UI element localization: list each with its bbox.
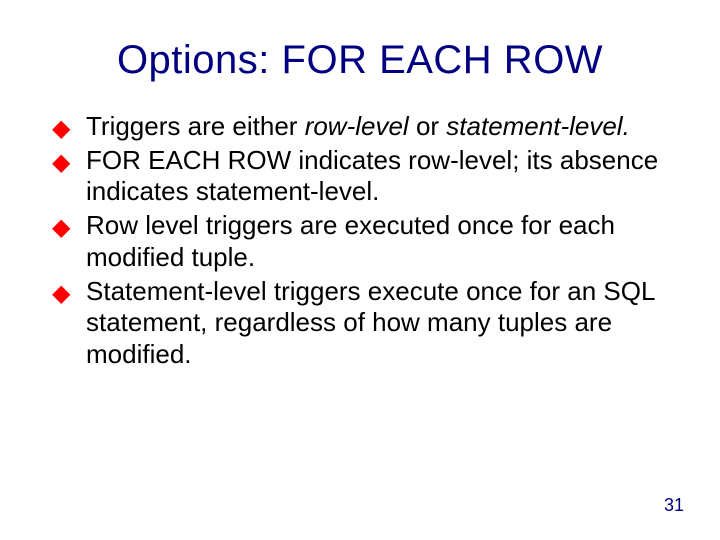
slide-title: Options: FOR EACH ROW	[52, 38, 668, 83]
bullet-item: Statement-level triggers execute once fo…	[52, 276, 668, 371]
page-number: 31	[664, 495, 684, 516]
body-text: FOR EACH ROW indicates row-level; its ab…	[86, 145, 658, 207]
bullet-list: Triggers are either row-level or stateme…	[52, 111, 668, 371]
bullet-item: Triggers are either row-level or stateme…	[52, 111, 668, 143]
body-text: Triggers are either	[86, 111, 305, 141]
body-text: Row level triggers are executed once for…	[86, 210, 615, 272]
body-text: or	[416, 111, 446, 141]
italic-text: row-level	[305, 111, 416, 141]
bullet-item: FOR EACH ROW indicates row-level; its ab…	[52, 145, 668, 208]
slide: Options: FOR EACH ROW Triggers are eithe…	[0, 0, 720, 540]
body-text: Statement-level triggers execute once fo…	[86, 276, 654, 369]
bullet-item: Row level triggers are executed once for…	[52, 210, 668, 273]
italic-text: statement-level.	[446, 111, 630, 141]
